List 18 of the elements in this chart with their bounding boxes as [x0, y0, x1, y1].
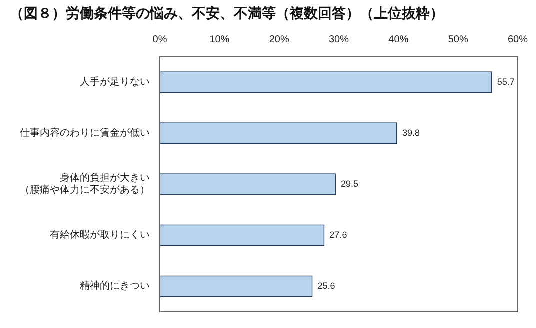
x-tick-label: 20%	[269, 34, 290, 46]
data-label: 39.8	[402, 128, 420, 138]
x-tick-label: 10%	[210, 34, 230, 46]
x-tick-label: 60%	[508, 34, 528, 46]
x-tick-label: 30%	[328, 34, 350, 46]
y-tick-label: 人手が足りない	[80, 76, 150, 88]
data-label: 25.6	[318, 280, 336, 291]
y-tick-label: 有給休暇が取りにくい	[50, 229, 150, 242]
x-tick-label: 40%	[388, 34, 409, 46]
y-tick-label: 仕事内容のわりに賃金が低い	[20, 126, 150, 139]
y-tick-label: 身体的負担が大きい（腰痛や体力に不安がある）	[20, 172, 150, 196]
x-tick-label: 0%	[152, 34, 168, 46]
data-label: 27.6	[330, 230, 348, 240]
x-tick-label: 50%	[448, 34, 468, 46]
chart-title: （図８）労働条件等の悩み、不安、不満等（複数回答）（上位抜粋）	[10, 5, 444, 22]
y-tick-label: 精神的にきつい	[80, 280, 150, 292]
data-label: 55.7	[497, 76, 515, 87]
data-label: 29.5	[341, 178, 359, 189]
